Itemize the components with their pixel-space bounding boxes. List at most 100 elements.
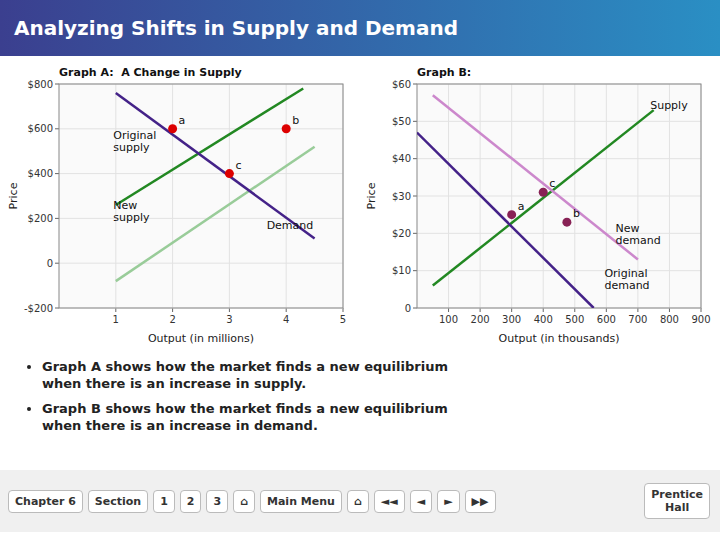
tick-label: 200 xyxy=(471,314,490,325)
axis-label: Output (in thousands) xyxy=(499,332,620,345)
annotation: b xyxy=(573,207,580,220)
tick xyxy=(413,84,417,85)
grid-line xyxy=(229,84,230,308)
tick xyxy=(669,308,670,312)
tick xyxy=(480,308,481,312)
note: Graph B shows how the market finds a new… xyxy=(42,400,700,434)
point xyxy=(539,188,548,197)
footer-item: Prentice Hall xyxy=(644,483,710,519)
plot-area xyxy=(417,84,701,308)
tick-label: -$200 xyxy=(24,303,53,314)
footer-item: ⌂ xyxy=(347,490,369,513)
grid-line xyxy=(59,128,343,129)
tick xyxy=(286,308,287,312)
grid-line xyxy=(286,84,287,308)
tick xyxy=(343,308,344,312)
notes: Graph A shows how the market finds a new… xyxy=(0,350,720,462)
chart: 12345-$2000$200$400$600$800abcOriginalsu… xyxy=(5,60,357,348)
tick-label: $30 xyxy=(392,191,411,202)
footer-item: 2 xyxy=(180,490,202,513)
tick-label: 2 xyxy=(169,314,175,325)
tick-label: 4 xyxy=(283,314,289,325)
tick-label: 1 xyxy=(113,314,119,325)
tick xyxy=(701,308,702,312)
footer-item: Main Menu xyxy=(260,490,342,513)
chart: 1002003004005006007008009000$10$20$30$40… xyxy=(363,60,715,348)
point xyxy=(168,124,177,133)
grid-line xyxy=(172,84,173,308)
grid-line xyxy=(59,173,343,174)
tick xyxy=(543,308,544,312)
tick-label: 300 xyxy=(502,314,521,325)
marks xyxy=(417,95,654,308)
tick-label: $10 xyxy=(392,265,411,276)
annotation: Originaldemand xyxy=(604,267,649,292)
note: Graph A shows how the market finds a new… xyxy=(42,358,700,392)
annotation: Newsupply xyxy=(113,199,150,224)
tick-label: 3 xyxy=(226,314,232,325)
tick-label: 900 xyxy=(691,314,710,325)
axis-label: Price xyxy=(365,182,378,209)
header: Analyzing Shifts in Supply and Demand xyxy=(0,0,720,56)
footer-item: ▶▶ xyxy=(465,490,496,513)
tick-label: $40 xyxy=(392,153,411,164)
tick xyxy=(55,84,59,85)
tick xyxy=(511,308,512,312)
annotation: c xyxy=(235,159,241,172)
curve xyxy=(433,95,638,259)
annotation: Originalsupply xyxy=(113,129,156,154)
tick-label: $800 xyxy=(28,79,53,90)
footer-item: ◄ xyxy=(410,490,432,513)
point xyxy=(562,218,571,227)
axis-label: Price xyxy=(7,182,20,209)
tick-label: 0 xyxy=(47,258,53,269)
tick-label: $600 xyxy=(28,123,53,134)
tick-label: $50 xyxy=(392,116,411,127)
point xyxy=(507,210,516,219)
tick xyxy=(172,308,173,312)
tick xyxy=(229,308,230,312)
footer-item: 3 xyxy=(206,490,228,513)
tick xyxy=(55,308,59,309)
tick xyxy=(55,263,59,264)
footer-item: ► xyxy=(437,490,459,513)
tick-label: 100 xyxy=(439,314,458,325)
subtitle: Graph B: xyxy=(417,66,471,79)
frame xyxy=(59,84,343,308)
grid-line xyxy=(417,270,701,271)
annotation: Supply xyxy=(650,99,688,112)
point xyxy=(282,124,291,133)
tick xyxy=(55,173,59,174)
tick xyxy=(413,158,417,159)
footer-item: 1 xyxy=(153,490,175,513)
footer-item: Chapter 6 xyxy=(8,490,83,513)
frame xyxy=(417,84,701,308)
tick xyxy=(413,270,417,271)
annotation: b xyxy=(292,114,299,127)
grid-line xyxy=(115,84,116,308)
tick xyxy=(637,308,638,312)
tick-label: 400 xyxy=(534,314,553,325)
tick xyxy=(606,308,607,312)
plot-area xyxy=(59,84,343,308)
tick-label: $200 xyxy=(28,213,53,224)
annotation: a xyxy=(179,114,186,127)
charts: 12345-$2000$200$400$600$800abcOriginalsu… xyxy=(0,56,720,350)
marks xyxy=(116,88,315,281)
footer-item: Section xyxy=(88,490,148,513)
tick xyxy=(413,121,417,122)
tick-label: 800 xyxy=(660,314,679,325)
grid-line xyxy=(59,263,343,264)
point xyxy=(225,169,234,178)
tick-label: $20 xyxy=(392,228,411,239)
curve xyxy=(417,133,594,308)
subtitle: Graph A: A Change in Supply xyxy=(59,66,242,79)
tick-label: $60 xyxy=(392,79,411,90)
tick xyxy=(55,128,59,129)
annotation: Demand xyxy=(267,219,314,232)
tick xyxy=(413,196,417,197)
footer-item: ⌂ xyxy=(233,490,255,513)
note-list: Graph A shows how the market finds a new… xyxy=(20,358,700,434)
tick xyxy=(413,308,417,309)
tick xyxy=(55,218,59,219)
